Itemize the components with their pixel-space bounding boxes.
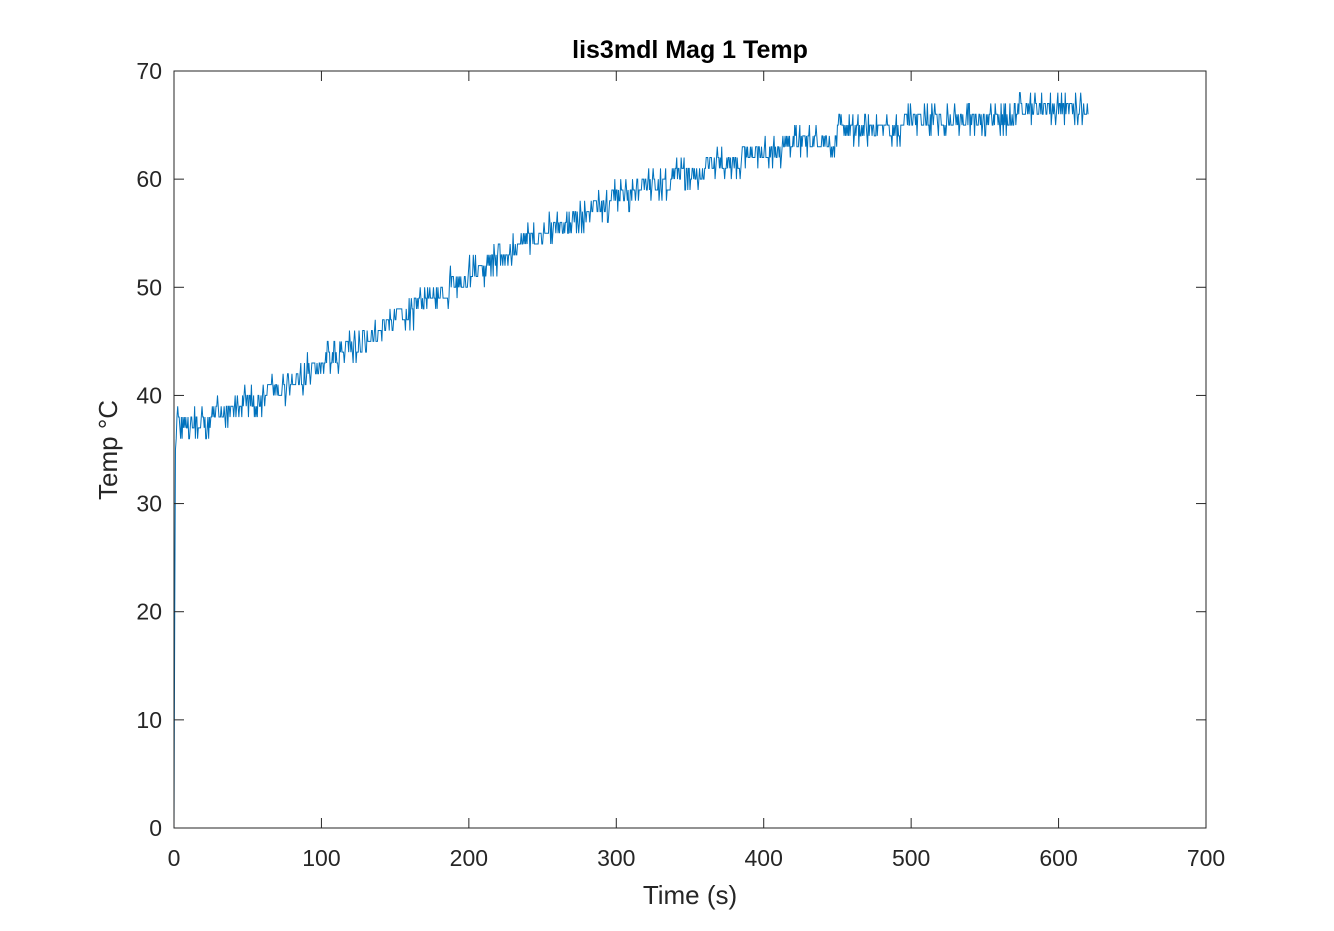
plot-area	[174, 71, 1206, 828]
chart-title: lis3mdl Mag 1 Temp	[572, 36, 808, 64]
x-tick-label: 0	[168, 845, 181, 871]
x-axis-label: Time (s)	[643, 880, 737, 910]
y-tick-label: 60	[136, 166, 162, 192]
y-tick-label: 10	[136, 707, 162, 733]
series-line-0	[173, 92, 1089, 829]
axes-box	[173, 70, 1207, 829]
ticks-layer: 0 100 200 300 400 500 600 700 0 10 20 30 40 50 60 70	[136, 58, 1225, 871]
y-axis-label: Temp °C	[93, 400, 123, 500]
x-tick-label: 500	[892, 845, 930, 871]
y-tick-label: 30	[136, 491, 162, 517]
y-tick-label: 50	[136, 274, 162, 300]
y-tick-label: 20	[136, 599, 162, 625]
x-tick-label: 700	[1187, 845, 1225, 871]
x-tick-label: 600	[1039, 845, 1077, 871]
x-tick-label: 100	[302, 845, 340, 871]
x-tick-label: 400	[745, 845, 783, 871]
y-tick-label: 40	[136, 382, 162, 408]
y-tick-label: 70	[136, 58, 162, 84]
y-tick-label: 0	[149, 815, 162, 841]
x-tick-label: 300	[597, 845, 635, 871]
x-tick-label: 200	[450, 845, 488, 871]
series-layer	[173, 92, 1089, 829]
